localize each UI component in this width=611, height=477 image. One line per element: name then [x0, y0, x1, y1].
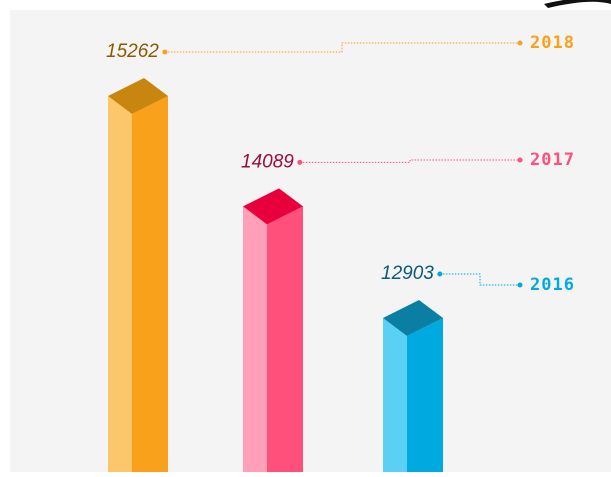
bar-top-face: [108, 78, 168, 114]
bar: [383, 300, 443, 472]
bar-top-face: [383, 300, 443, 336]
bar: [108, 78, 168, 472]
year-label: 2017: [530, 150, 575, 170]
panel: [10, 10, 611, 472]
bar-left-face: [243, 206, 267, 472]
bar-right-face: [267, 206, 303, 472]
value-label: 12903: [381, 263, 434, 284]
bar-right-face: [407, 318, 443, 472]
bar: [243, 188, 303, 472]
bar-top-face: [243, 188, 303, 225]
bar-left-face: [383, 318, 407, 472]
year-label: 2016: [530, 275, 575, 295]
bar-right-face: [132, 96, 168, 472]
leader-dot: [162, 49, 168, 55]
leader-dot: [517, 157, 523, 163]
leader-dot: [517, 282, 523, 288]
corner-curve: [544, 0, 611, 8]
leader-dot: [437, 271, 443, 277]
value-label: 15262: [106, 41, 159, 62]
value-label: 14089: [241, 151, 294, 172]
leader-line: [439, 273, 520, 286]
leader-dot: [297, 159, 303, 165]
leader-line: [299, 159, 520, 163]
bar-left-face: [108, 96, 132, 472]
year-label: 2018: [530, 33, 575, 53]
leader-dot: [517, 40, 523, 46]
